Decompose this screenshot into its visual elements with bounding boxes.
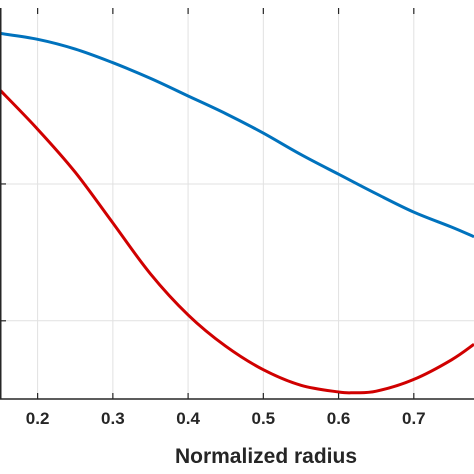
x-tick-label-1: 0.3 — [101, 409, 125, 428]
x-tick-labels: 0.2 0.3 0.4 0.5 0.6 0.7 — [26, 409, 426, 428]
axes — [0, 8, 474, 400]
series-line-1 — [0, 89, 474, 395]
plot-lines — [0, 31, 474, 395]
x-tick-label-0: 0.2 — [26, 409, 50, 428]
x-tick-label-5: 0.7 — [402, 409, 426, 428]
x-axis-label: Normalized radius — [175, 445, 357, 468]
series-line-0 — [0, 31, 474, 239]
grid — [0, 8, 474, 399]
x-tick-label-3: 0.5 — [252, 409, 276, 428]
x-tick-label-2: 0.4 — [176, 409, 200, 428]
x-tick-label-4: 0.6 — [327, 409, 351, 428]
